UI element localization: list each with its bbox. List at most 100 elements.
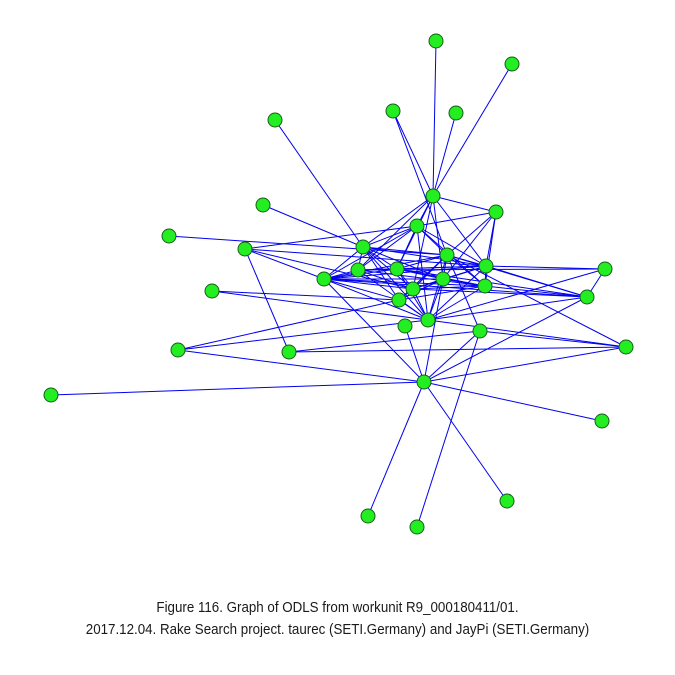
- graph-edge: [367, 381, 425, 517]
- graph-node: [409, 218, 425, 234]
- graph-node: [255, 197, 271, 213]
- graph-node: [477, 278, 493, 294]
- graph-edge: [396, 254, 448, 270]
- graph-edge: [412, 288, 588, 298]
- graph-node: [594, 413, 610, 429]
- graph-edge: [50, 381, 425, 396]
- graph-edge: [323, 278, 425, 383]
- graph-edge: [177, 299, 400, 351]
- graph-edge: [485, 265, 606, 270]
- graph-node: [385, 103, 401, 119]
- graph-edge: [484, 285, 588, 298]
- node-layer: [43, 33, 634, 535]
- graph-edge: [211, 290, 400, 301]
- graph-node: [316, 271, 332, 287]
- graph-edge: [323, 278, 588, 298]
- graph-edge: [446, 254, 627, 348]
- graph-edge: [323, 278, 486, 287]
- graph-node: [425, 188, 441, 204]
- graph-edge: [168, 235, 448, 256]
- graph-node: [170, 342, 186, 358]
- graph-edge: [323, 225, 418, 280]
- graph-node: [435, 271, 451, 287]
- graph-edge: [479, 330, 627, 348]
- edge-layer: [50, 40, 627, 528]
- graph-edge: [427, 296, 588, 321]
- graph-node: [428, 33, 444, 49]
- graph-edge: [392, 110, 448, 256]
- graph-edge: [427, 265, 487, 321]
- graph-node: [488, 204, 504, 220]
- graph-node: [161, 228, 177, 244]
- graph-node: [389, 261, 405, 277]
- graph-edge: [416, 211, 497, 227]
- graph-edge: [211, 290, 429, 321]
- graph-node: [237, 241, 253, 257]
- graph-node: [409, 519, 425, 535]
- graph-node: [204, 283, 220, 299]
- graph-edge: [404, 325, 425, 383]
- graph-node: [281, 344, 297, 360]
- graph-edge: [357, 269, 414, 290]
- graph-node: [478, 258, 494, 274]
- graph-edge: [362, 225, 418, 248]
- graph-node: [499, 493, 515, 509]
- graph-edge: [357, 225, 418, 271]
- graph-node: [43, 387, 59, 403]
- graph-edge: [442, 211, 497, 280]
- graph-edge: [244, 225, 418, 250]
- graph-node: [618, 339, 634, 355]
- graph-edge: [423, 381, 508, 502]
- graph-node: [405, 281, 421, 297]
- graph-edge: [362, 246, 400, 301]
- graph-node: [472, 323, 488, 339]
- graph-edge: [446, 254, 481, 332]
- graph-edge: [323, 265, 487, 280]
- graph-edge: [244, 248, 325, 280]
- graph-edge: [416, 330, 481, 528]
- graph-edge: [323, 254, 448, 280]
- graph-node: [350, 262, 366, 278]
- graph-edge: [423, 330, 481, 383]
- graph-edge: [412, 285, 486, 290]
- graph-node: [416, 374, 432, 390]
- figure-caption-line-1: Figure 116. Graph of ODLS from workunit …: [156, 600, 519, 616]
- graph-edge: [357, 195, 434, 271]
- graph-node: [267, 112, 283, 128]
- graph-edge: [432, 195, 444, 280]
- graph-edge: [484, 211, 497, 287]
- graph-edge: [262, 204, 364, 248]
- graph-edge: [427, 268, 606, 321]
- graph-node: [391, 292, 407, 308]
- graph-edge: [432, 40, 437, 197]
- graph-edge: [416, 225, 487, 267]
- graph-node: [579, 289, 595, 305]
- graph-edge: [432, 63, 513, 197]
- graph-edge: [244, 248, 290, 353]
- graph-edge: [323, 278, 429, 321]
- graph-edge: [274, 119, 364, 248]
- graph-edge: [396, 265, 487, 270]
- graph-edge: [398, 278, 444, 301]
- graph-edge: [432, 195, 487, 267]
- graph-node: [504, 56, 520, 72]
- graph-edge: [446, 254, 486, 287]
- graph-edge: [423, 278, 444, 383]
- graph-edge: [423, 381, 603, 422]
- graph-edge: [432, 195, 497, 213]
- graph-edge: [177, 319, 429, 351]
- graph-edge: [244, 248, 414, 290]
- graph-edge: [396, 225, 418, 270]
- graph-edge: [398, 285, 486, 301]
- graph-edge: [392, 110, 434, 197]
- graph-node: [439, 247, 455, 263]
- graph-node: [448, 105, 464, 121]
- graph-edge: [423, 296, 588, 383]
- graph-edge: [485, 265, 588, 298]
- graph-edge: [323, 278, 400, 301]
- graph-node: [355, 239, 371, 255]
- graph-edge: [427, 319, 627, 348]
- graph-edge: [362, 195, 434, 248]
